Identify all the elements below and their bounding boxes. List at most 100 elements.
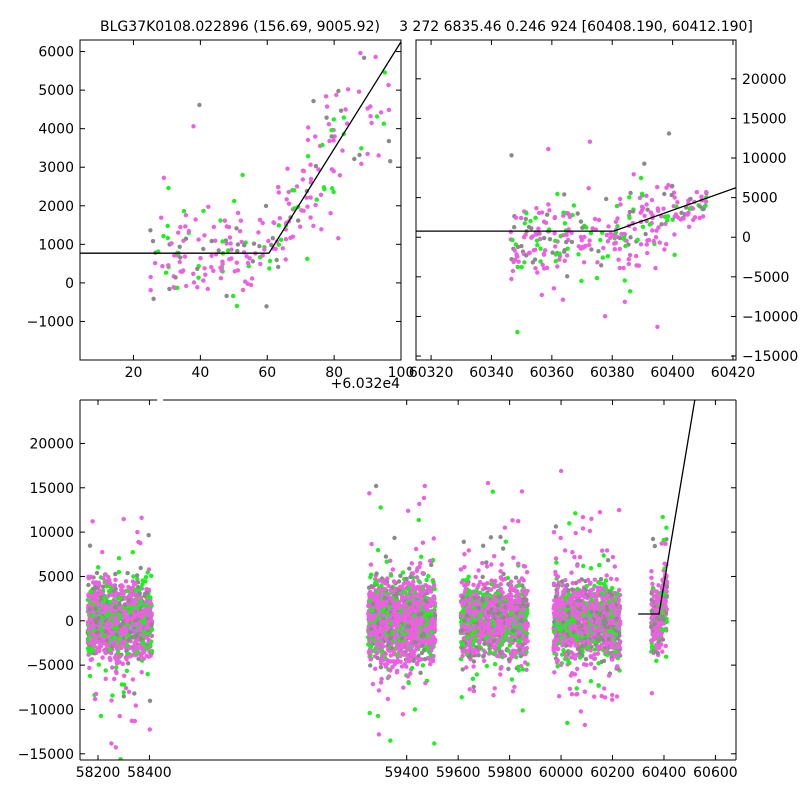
data-point [517, 600, 521, 604]
data-point [522, 260, 526, 264]
data-point [432, 536, 436, 540]
data-point [109, 698, 113, 702]
data-point [101, 600, 105, 604]
data-point [292, 188, 296, 192]
data-point [506, 576, 510, 580]
data-point [336, 236, 340, 240]
data-point [413, 707, 417, 711]
data-point [178, 245, 182, 249]
data-point [647, 238, 651, 242]
data-point [135, 573, 139, 577]
data-point [132, 582, 136, 586]
data-point [184, 284, 188, 288]
data-point [117, 646, 121, 650]
data-point [468, 640, 472, 644]
data-point [553, 239, 557, 243]
data-point [523, 647, 527, 651]
data-point [412, 608, 416, 612]
data-point [691, 218, 695, 222]
data-point [682, 216, 686, 220]
data-point [311, 99, 315, 103]
data-point [584, 225, 588, 229]
data-point [382, 587, 386, 591]
data-point [474, 613, 478, 617]
data-point [161, 234, 165, 238]
data-point [517, 579, 521, 583]
data-point [489, 535, 493, 539]
data-point [564, 240, 568, 244]
data-point [499, 632, 503, 636]
data-point [410, 588, 414, 592]
y-tick-label: 0 [65, 276, 74, 292]
x-tick-label: 20 [125, 365, 143, 381]
data-point [642, 214, 646, 218]
data-point [136, 540, 140, 544]
data-point [504, 540, 508, 544]
data-point [521, 667, 525, 671]
data-point [139, 654, 143, 658]
data-point [416, 654, 420, 658]
data-point [315, 197, 319, 201]
data-point [117, 556, 121, 560]
data-point [645, 251, 649, 255]
data-point [383, 581, 387, 585]
data-point [506, 649, 510, 653]
data-point [105, 621, 109, 625]
data-point [87, 649, 91, 653]
data-point [187, 229, 191, 233]
data-point [485, 564, 489, 568]
data-point [379, 110, 383, 114]
data-point [540, 293, 544, 297]
data-point [385, 662, 389, 666]
data-point [533, 257, 537, 261]
data-point [167, 287, 171, 291]
data-point [377, 732, 381, 736]
data-point [383, 596, 387, 600]
data-point [219, 276, 223, 280]
data-point [509, 277, 513, 281]
data-point [493, 686, 497, 690]
data-point [491, 602, 495, 606]
data-point [231, 294, 235, 298]
data-point [408, 609, 412, 613]
data-point [122, 694, 126, 698]
data-point [103, 572, 107, 576]
data-point [132, 691, 136, 695]
data-point [465, 614, 469, 618]
data-point [109, 615, 113, 619]
data-point [666, 214, 670, 218]
data-point [687, 225, 691, 229]
data-point [595, 260, 599, 264]
data-point [285, 197, 289, 201]
data-point [130, 635, 134, 639]
data-point [159, 216, 163, 220]
data-point [664, 186, 668, 190]
data-point [251, 259, 255, 263]
data-point [579, 279, 583, 283]
data-point [382, 122, 386, 126]
data-point [140, 615, 144, 619]
data-point [138, 591, 142, 595]
data-point [503, 654, 507, 658]
data-point [198, 256, 202, 260]
y-tick-label: 5000 [742, 191, 778, 207]
data-point [142, 649, 146, 653]
data-point [482, 642, 486, 646]
data-point [212, 225, 216, 229]
data-point [587, 238, 591, 242]
data-point [330, 134, 334, 138]
data-point [461, 667, 465, 671]
data-point [90, 519, 94, 523]
data-point [644, 202, 648, 206]
data-point [662, 192, 666, 196]
y-tick-label: 20000 [742, 72, 787, 88]
data-point [369, 562, 373, 566]
top-right-title: 3 272 6835.46 0.246 924 [60408.190, 6041… [399, 19, 753, 35]
data-point [149, 574, 153, 578]
data-point [112, 677, 116, 681]
y-tick-label: 0 [742, 230, 751, 246]
data-point [94, 692, 98, 696]
data-point [411, 652, 415, 656]
data-point [135, 530, 139, 534]
data-point [644, 194, 648, 198]
